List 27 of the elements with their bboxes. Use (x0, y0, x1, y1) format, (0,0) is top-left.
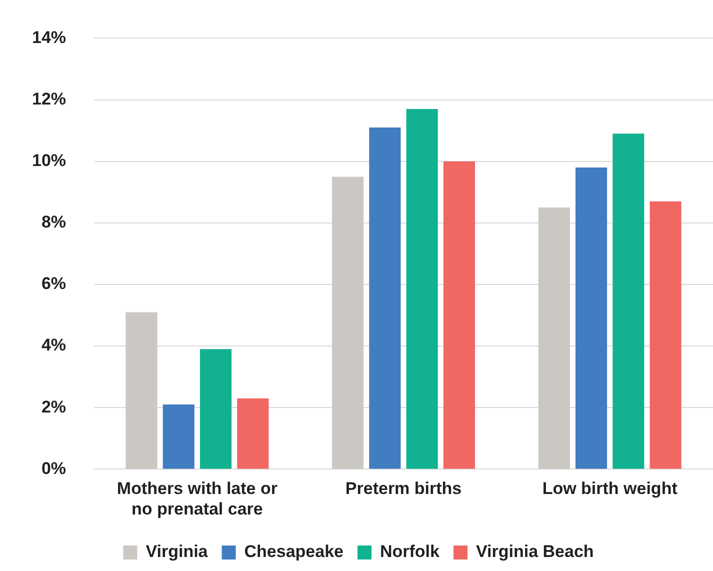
bar (200, 349, 232, 469)
y-tick-label: 12% (32, 89, 66, 108)
y-tick-label: 10% (32, 151, 66, 170)
bar (650, 201, 682, 469)
y-tick-label: 4% (41, 336, 66, 355)
bar (443, 161, 476, 469)
bar (237, 398, 269, 469)
bar (538, 208, 570, 469)
y-tick-label: 8% (41, 212, 66, 232)
x-tick-label: Preterm births (345, 479, 462, 498)
legend-label: Virginia Beach (476, 542, 594, 562)
x-tick-label: Mothers with late or no prenatal care (116, 479, 278, 518)
y-tick-label: 0% (41, 458, 66, 478)
y-tick-label: 2% (41, 397, 66, 416)
y-tick-label: 6% (41, 274, 66, 294)
x-tick-label: Low birth weight (542, 479, 678, 498)
legend-label: Norfolk (380, 542, 440, 562)
legend-label: Virginia (146, 542, 208, 562)
bar (162, 404, 194, 469)
bar (332, 176, 364, 469)
bar (612, 134, 644, 469)
y-tick-label: 14% (32, 28, 66, 47)
bar (575, 168, 608, 469)
bar (126, 312, 158, 469)
legend-label: Chesapeake (244, 542, 344, 562)
bar (406, 109, 438, 469)
bar (369, 127, 401, 469)
